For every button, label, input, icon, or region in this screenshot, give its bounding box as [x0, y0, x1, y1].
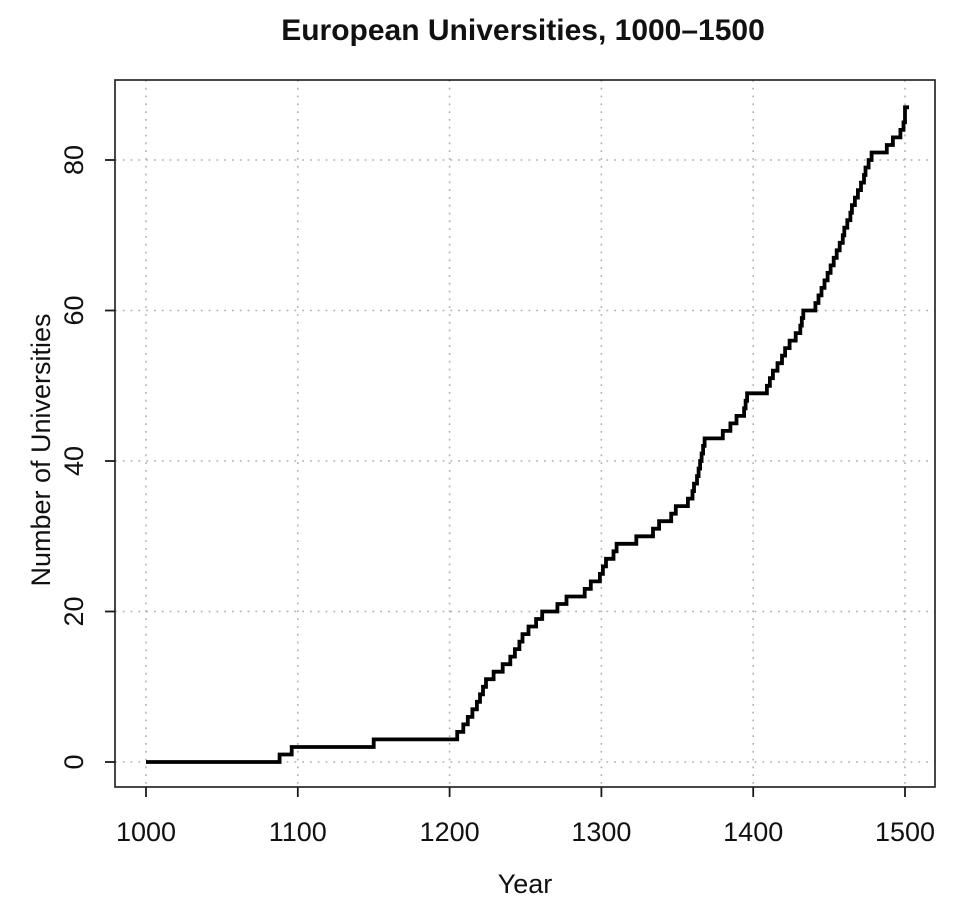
- x-tick-label: 1300: [571, 817, 631, 847]
- y-tick-label: 60: [59, 295, 89, 325]
- x-axis-label: Year: [498, 869, 553, 899]
- x-tick-label: 1000: [116, 817, 176, 847]
- x-tick-label: 1500: [875, 817, 935, 847]
- axes-layer: 1000 1100 1200 1300 1400 1500 0 20 40 60 80: [59, 79, 936, 847]
- x-tick-label: 1400: [723, 817, 783, 847]
- y-tick-label: 20: [59, 596, 89, 626]
- y-tick-label: 40: [59, 446, 89, 476]
- y-axis-label: Number of Universities: [26, 313, 56, 586]
- step-curve-layer: [146, 105, 909, 764]
- chart-title: European Universities, 1000–1500: [281, 14, 765, 47]
- grid-lines: [115, 80, 935, 787]
- x-tick-label: 1200: [420, 817, 480, 847]
- x-tick-label: 1100: [269, 817, 327, 847]
- y-tick-label: 80: [59, 145, 89, 175]
- cumulative-step-curve: [146, 105, 909, 764]
- plot-box: [114, 79, 936, 788]
- y-tick-label: 0: [59, 754, 89, 769]
